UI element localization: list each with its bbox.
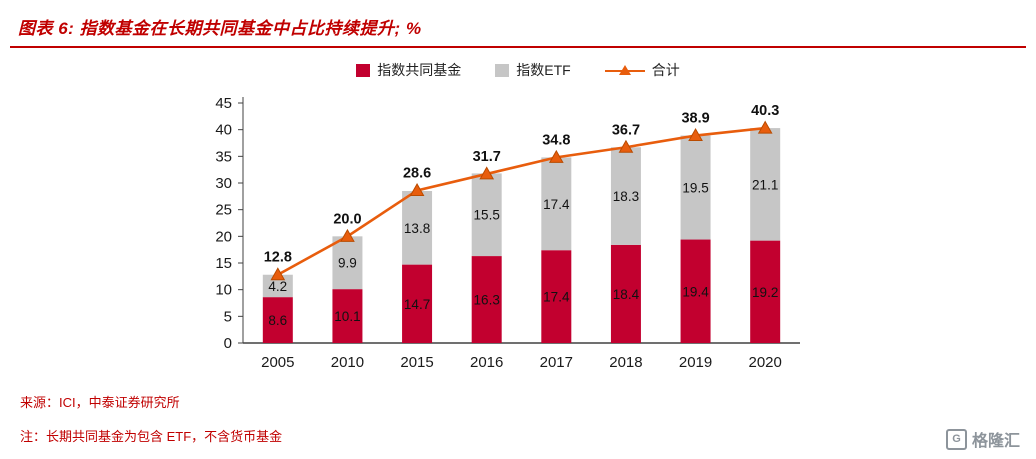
svg-text:36.7: 36.7 [612,122,640,138]
svg-text:19.2: 19.2 [752,285,778,300]
chart-canvas: 0 5 10 15 20 25 30 35 40 45 8.6 4.2 2005 10.1 9.9 2010 1… [215,95,800,371]
svg-text:12.8: 12.8 [264,250,292,266]
svg-text:15: 15 [215,255,232,272]
svg-text:19.4: 19.4 [682,284,709,299]
svg-text:17.4: 17.4 [543,197,570,212]
svg-text:2019: 2019 [679,354,712,371]
svg-text:8.6: 8.6 [268,313,287,328]
svg-text:34.8: 34.8 [542,132,570,148]
svg-text:5: 5 [224,308,232,325]
svg-text:9.9: 9.9 [338,256,357,271]
svg-text:30: 30 [215,175,232,192]
footnote: 注：长期共同基金为包含 ETF，不含货币基金 [20,429,283,444]
svg-text:40.3: 40.3 [751,103,779,119]
figure-title: 图表 6: 指数基金在长期共同基金中占比持续提升; % [18,19,422,38]
gelonghui-logo-text: 格隆汇 [971,433,1020,450]
svg-text:4.2: 4.2 [268,279,287,294]
svg-text:2017: 2017 [540,354,573,371]
legend-item-index-mutual-fund: 指数共同基金 [356,60,461,80]
svg-text:31.7: 31.7 [473,149,501,165]
legend-swatch-gray-icon [495,63,510,77]
svg-text:2016: 2016 [470,354,503,371]
stacked-bar-line-chart: 0 5 10 15 20 25 30 35 40 45 8.6 4.2 2005 10.1 9.9 2010 1… [0,88,1036,380]
svg-text:0: 0 [224,335,232,352]
source-note: 来源：ICI，中泰证券研究所 [20,395,180,410]
svg-text:17.4: 17.4 [543,290,570,305]
svg-text:38.9: 38.9 [681,111,709,127]
svg-text:2015: 2015 [400,354,433,371]
legend-item-index-etf: 指数ETF [495,60,571,80]
svg-text:19.5: 19.5 [682,181,708,196]
svg-text:35: 35 [215,148,232,165]
svg-text:14.7: 14.7 [404,297,430,312]
legend-label-index-mutual-fund: 指数共同基金 [377,62,462,78]
svg-text:18.3: 18.3 [613,189,639,204]
svg-text:2010: 2010 [331,354,364,371]
svg-text:40: 40 [215,122,232,139]
figure-header: 图表 6: 指数基金在长期共同基金中占比持续提升; % [10,10,1026,48]
svg-text:45: 45 [215,95,232,112]
svg-text:2020: 2020 [749,354,782,371]
svg-text:13.8: 13.8 [404,221,430,236]
svg-text:28.6: 28.6 [403,165,431,181]
legend-label-index-etf: 指数ETF [516,62,571,78]
svg-text:21.1: 21.1 [752,177,778,192]
svg-text:2005: 2005 [261,354,294,371]
gelonghui-watermark: G 格隆汇 [945,427,1020,451]
legend-label-total: 合计 [651,62,680,78]
svg-text:20: 20 [215,228,232,245]
svg-text:25: 25 [215,202,232,219]
svg-text:20.0: 20.0 [333,211,361,227]
svg-text:10.1: 10.1 [334,309,360,324]
gelonghui-logo-icon: G [945,428,967,450]
svg-text:10: 10 [215,282,232,299]
svg-text:18.4: 18.4 [613,287,640,302]
legend-item-total: 合计 [604,60,680,80]
chart-legend: 指数共同基金 指数ETF 合计 [0,60,1036,80]
svg-text:15.5: 15.5 [474,208,500,223]
legend-swatch-red-icon [356,63,371,77]
svg-text:2018: 2018 [609,354,642,371]
legend-line-triangle-icon [604,64,645,77]
svg-text:16.3: 16.3 [474,293,500,308]
